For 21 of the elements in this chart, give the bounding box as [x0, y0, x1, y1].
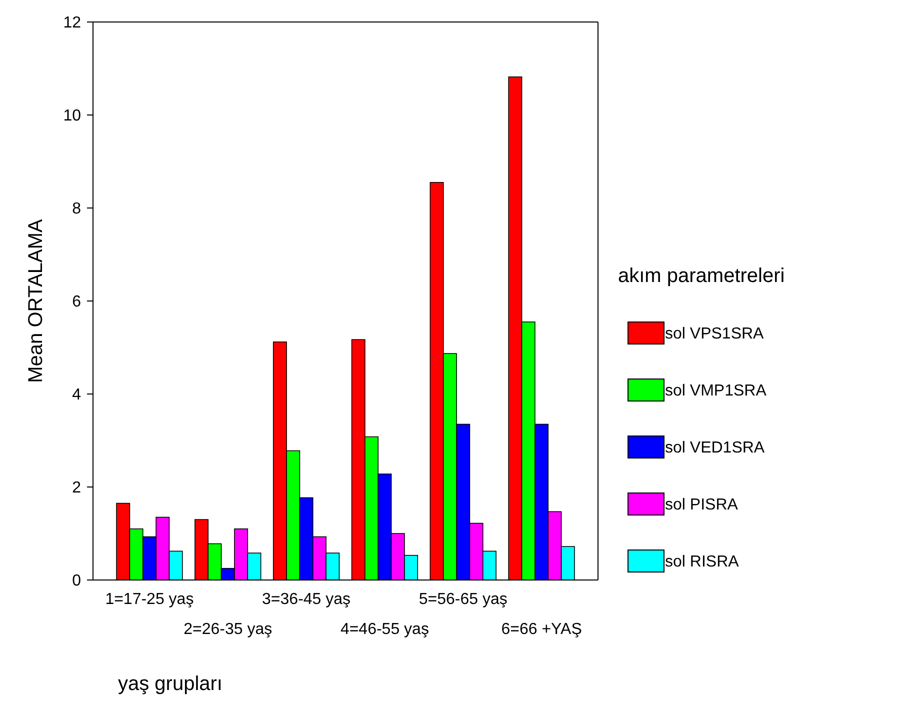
legend-label: sol VED1SRA: [665, 440, 765, 457]
y-axis-title: Mean ORTALAMA: [25, 218, 47, 383]
y-tick-label: 12: [63, 14, 82, 32]
legend-label: sol VMP1SRA: [665, 382, 767, 400]
legend-label: sol VPS1SRA: [665, 326, 764, 343]
y-tick-label: 10: [63, 108, 82, 125]
legend-label: sol RISRA: [665, 554, 740, 571]
x-tick-label: 2=26-35 yaş: [184, 621, 272, 638]
x-tick-label: 5=56-65 yaş: [418, 591, 508, 608]
y-tick-label: 2: [72, 480, 82, 497]
x-tick-label: 1=17-25 yaş: [105, 591, 194, 608]
x-tick-label: 6=66 +YAŞ: [501, 621, 582, 638]
y-tick-label: 0: [72, 572, 82, 590]
y-tick-label: 6: [72, 294, 82, 311]
legend-title: akım parametreleri: [618, 265, 785, 287]
legend-label: sol PISRA: [665, 496, 738, 514]
x-axis-title: yaş grupları: [118, 673, 222, 695]
x-tick-label: 4=46-55 yaş: [340, 621, 429, 638]
x-tick-label: 3=36-45 yaş: [262, 591, 351, 608]
y-tick-label: 4: [72, 386, 82, 404]
y-tick-label: 8: [72, 200, 82, 218]
